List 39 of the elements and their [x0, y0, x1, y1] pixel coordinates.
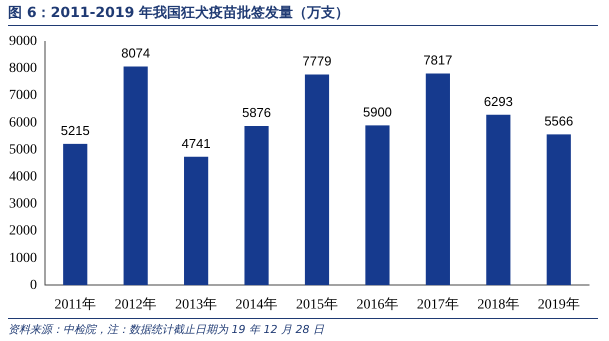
data-label: 5566	[544, 114, 574, 128]
bar	[546, 134, 571, 286]
x-tick-label: 2013年	[175, 296, 218, 312]
data-label: 4741	[182, 136, 211, 151]
y-tick-label: 8000	[9, 61, 37, 76]
data-label: 7817	[423, 52, 452, 68]
bar	[184, 156, 208, 286]
bar	[365, 125, 390, 286]
y-tick-label: 1000	[9, 250, 37, 266]
x-tick-label: 2019年	[538, 296, 580, 312]
bar	[124, 66, 148, 286]
x-tick-label: 2016年	[356, 296, 398, 312]
data-label: 7779	[302, 54, 332, 69]
x-tick-label: 2012年	[114, 296, 157, 312]
y-tick-label: 9000	[9, 34, 37, 50]
data-label: 8074	[121, 46, 150, 61]
x-tick-label: 2014年	[236, 296, 278, 312]
y-tick-label: 5000	[9, 142, 37, 158]
y-tick-label: 0	[30, 278, 37, 293]
data-label: 5215	[60, 123, 90, 138]
chart-title: 图 6：2011-2019 年我国狂犬疫苗批签发量（万支）	[8, 4, 598, 26]
text: 资料来源：中检院，注：数据统计截止日期为 19 年 12 月 28 日	[8, 318, 598, 337]
bar	[304, 74, 330, 286]
y-tick-label: 4000	[9, 170, 37, 185]
y-tick-label: 2000	[9, 224, 37, 239]
data-label: 5900	[362, 104, 392, 120]
y-tick-label: 3000	[9, 196, 37, 212]
x-tick-label: 2015年	[296, 296, 338, 312]
x-tick-label: 2017年	[416, 296, 459, 312]
bar	[63, 144, 88, 286]
data-label: 5876	[242, 105, 272, 120]
bar	[426, 73, 450, 286]
bar	[244, 126, 269, 286]
y-tick-label: 6000	[9, 115, 37, 130]
x-tick-label: 2011年	[54, 296, 96, 312]
data-label: 6293	[484, 94, 513, 109]
x-tick-label: 2018年	[477, 296, 520, 312]
bar	[486, 114, 510, 286]
y-tick-label: 7000	[9, 88, 37, 104]
